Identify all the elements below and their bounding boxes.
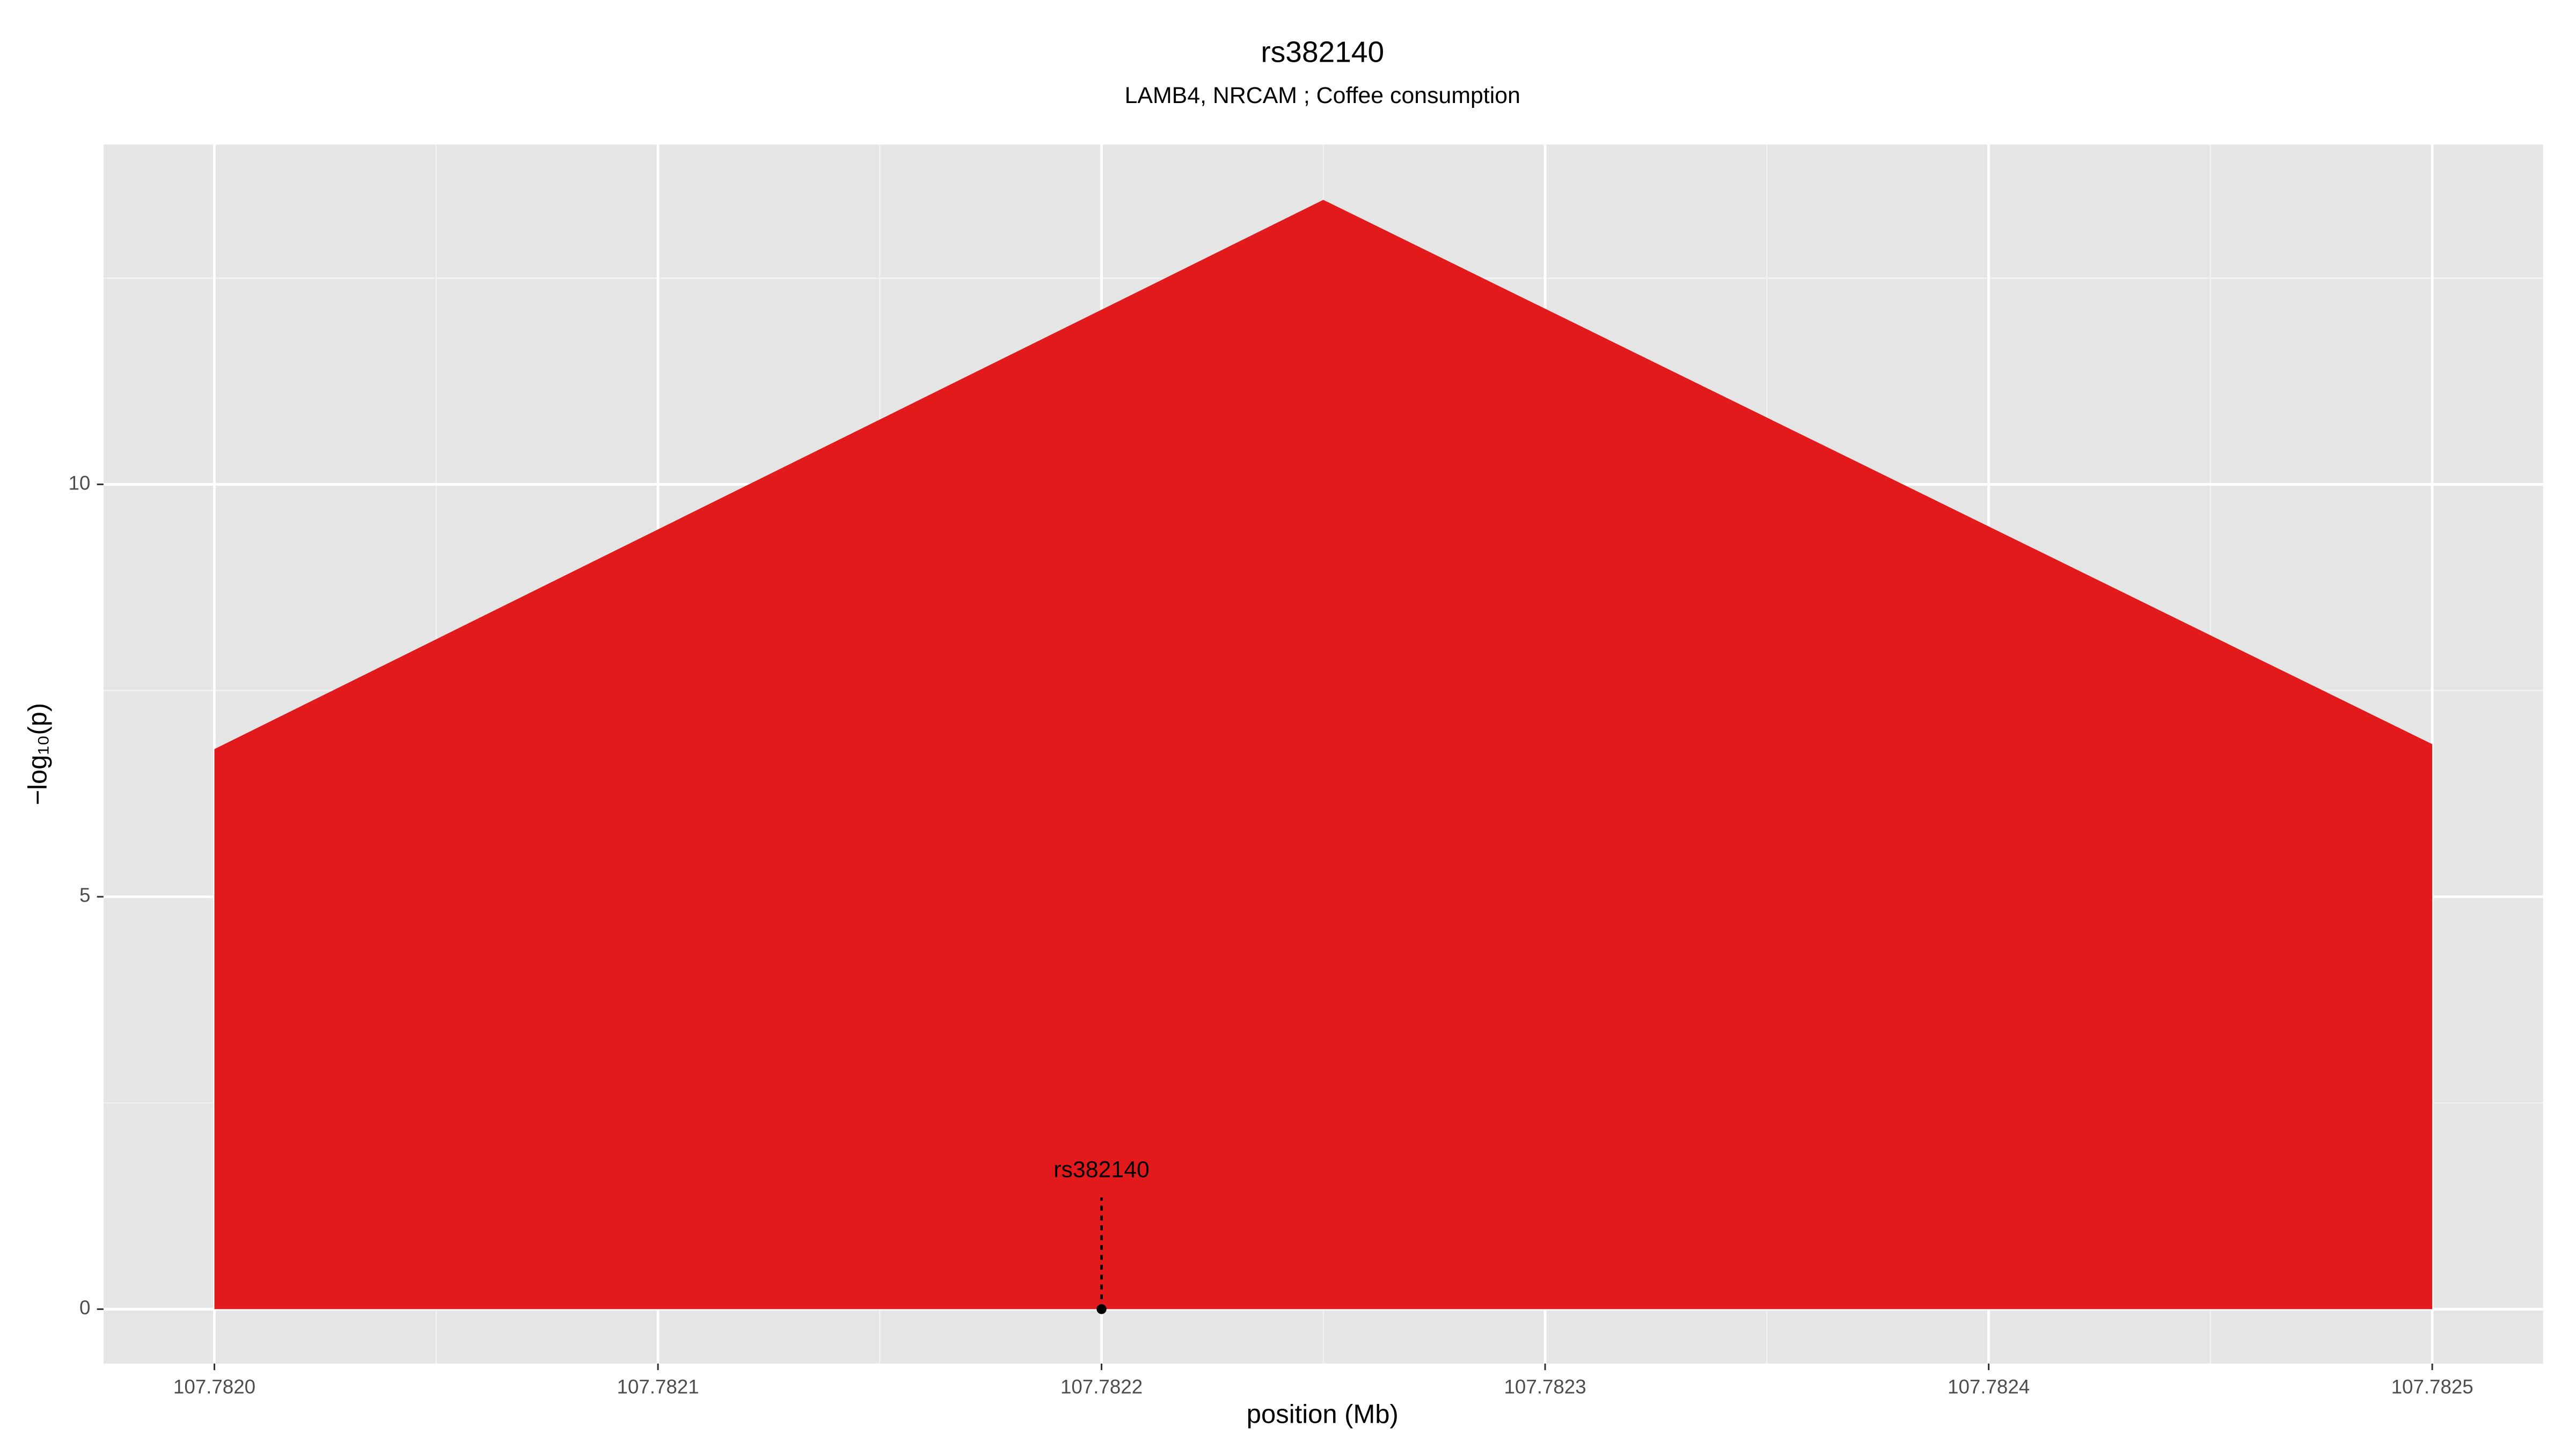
chart-title: rs382140 xyxy=(1261,35,1384,69)
x-tick-label: 107.7822 xyxy=(1060,1375,1143,1397)
x-tick-label: 107.7824 xyxy=(1948,1375,2030,1397)
x-tick-label: 107.7825 xyxy=(2391,1375,2473,1397)
area xyxy=(214,200,2433,1309)
x-tick-label: 107.7821 xyxy=(617,1375,699,1397)
y-tick-label: 5 xyxy=(79,884,90,906)
annotation-label: rs382140 xyxy=(1053,1157,1150,1183)
y-tick-label: 10 xyxy=(69,472,91,494)
y-tick-label: 0 xyxy=(79,1297,90,1319)
chart-subtitle: LAMB4, NRCAM ; Coffee consumption xyxy=(1125,83,1520,108)
annotation-point xyxy=(1096,1304,1107,1314)
x-axis-label: position (Mb) xyxy=(1247,1400,1399,1429)
x-tick-label: 107.7823 xyxy=(1504,1375,1586,1397)
x-tick-label: 107.7820 xyxy=(173,1375,255,1397)
y-axis-label: −log₁₀(p) xyxy=(23,703,52,806)
